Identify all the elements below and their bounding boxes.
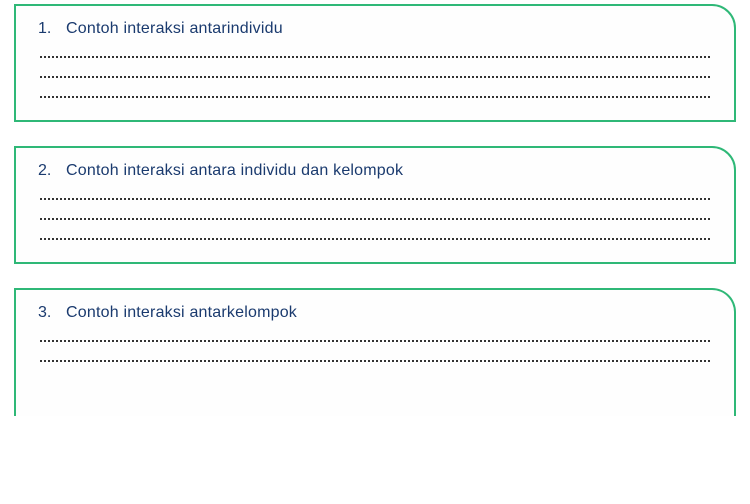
worksheet-box-2: 2.Contoh interaksi antara individu dan k…	[14, 146, 736, 264]
answer-line	[40, 218, 710, 220]
worksheet-box-1: 1.Contoh interaksi antarindividu	[14, 4, 736, 122]
answer-line	[40, 360, 710, 362]
answer-line	[40, 198, 710, 200]
worksheet-container: 1.Contoh interaksi antarindividu2.Contoh…	[0, 4, 750, 416]
answer-line	[40, 96, 710, 98]
answer-line	[40, 76, 710, 78]
answer-line	[40, 56, 710, 58]
answer-line	[40, 340, 710, 342]
question-text: Contoh interaksi antarindividu	[66, 20, 283, 38]
question-text: Contoh interaksi antara individu dan kel…	[66, 162, 403, 180]
answer-line	[40, 238, 710, 240]
question-number: 1.	[38, 20, 66, 38]
question-row: 2.Contoh interaksi antara individu dan k…	[38, 162, 712, 180]
worksheet-box-3: 3.Contoh interaksi antarkelompok	[14, 288, 736, 416]
question-text: Contoh interaksi antarkelompok	[66, 304, 297, 322]
question-row: 1.Contoh interaksi antarindividu	[38, 20, 712, 38]
question-number: 2.	[38, 162, 66, 180]
question-number: 3.	[38, 304, 66, 322]
question-row: 3.Contoh interaksi antarkelompok	[38, 304, 712, 322]
